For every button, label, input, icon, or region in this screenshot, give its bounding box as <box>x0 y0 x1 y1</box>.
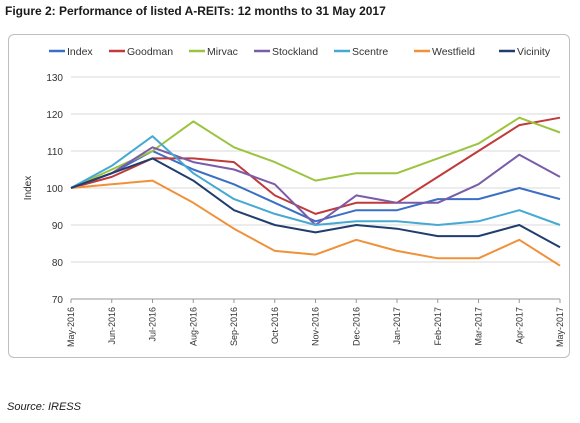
legend-label-westfield: Westfield <box>432 46 475 58</box>
x-tick-label: Jul-2016 <box>148 307 158 342</box>
y-tick-label: 130 <box>46 73 63 84</box>
x-tick-label: Feb-2017 <box>433 307 443 346</box>
y-tick-label: 110 <box>47 147 63 158</box>
source-note: Source: IRESS <box>7 401 81 413</box>
y-axis-title: Index <box>23 176 34 200</box>
x-tick-label: Jan-2017 <box>392 307 402 345</box>
x-tick-label: Nov-2016 <box>311 307 321 346</box>
x-tick-label: Oct-2016 <box>270 307 280 344</box>
legend-label-stockland: Stockland <box>272 46 318 58</box>
series-line-westfield <box>70 179 561 267</box>
legend-label-goodman: Goodman <box>127 46 173 58</box>
y-tick-label: 120 <box>46 110 63 121</box>
series-line-goodman <box>70 116 561 215</box>
x-tick-label: Aug-2016 <box>188 307 198 346</box>
x-tick-label: Dec-2016 <box>351 307 361 346</box>
legend-label-mirvac: Mirvac <box>207 46 238 58</box>
legend-label-scentre: Scentre <box>352 46 388 58</box>
legend-label-vicinity: Vicinity <box>517 46 551 58</box>
line-chart: 70 80 90 100 110 120 130 May-2016 Jun-2016 Jul-20… <box>23 46 565 347</box>
x-tick-label: Jun-2016 <box>107 307 117 345</box>
y-tick-label: 70 <box>52 295 64 306</box>
x-tick-label: Apr-2017 <box>514 307 524 344</box>
y-tick-label: 80 <box>52 258 64 269</box>
x-tick-label: May-2017 <box>555 307 565 347</box>
x-tick-label: Mar-2017 <box>474 307 484 346</box>
x-tick-label: May-2016 <box>66 307 76 347</box>
figure-title: Figure 2: Performance of listed A-REITs:… <box>5 4 386 18</box>
x-tick-label: Sep-2016 <box>229 307 239 346</box>
series-line-vicinity <box>70 157 561 249</box>
series-line-scentre <box>70 135 561 226</box>
legend-label-index: Index <box>67 46 93 58</box>
chart-panel: 70 80 90 100 110 120 130 May-2016 Jun-2016 Jul-20… <box>8 34 570 358</box>
series-line-mirvac <box>70 116 561 189</box>
y-tick-label: 90 <box>52 221 64 232</box>
y-tick-label: 100 <box>46 184 63 195</box>
